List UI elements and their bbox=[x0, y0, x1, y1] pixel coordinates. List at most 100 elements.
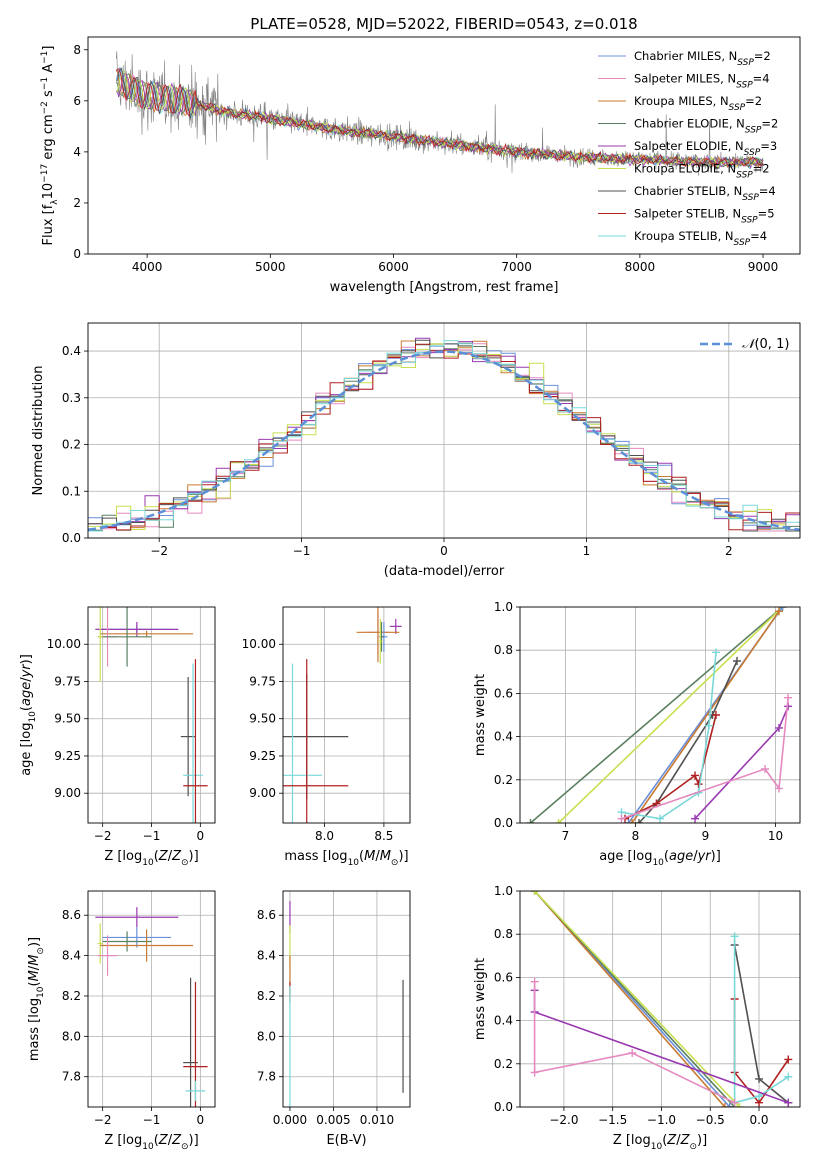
weight-marker-salpeter_miles bbox=[761, 765, 769, 773]
legend-entry-salpeter_miles: Salpeter MILES, NSSP=4 bbox=[634, 72, 770, 91]
label-part: 10 bbox=[651, 1142, 663, 1152]
x-tick-label: −1 bbox=[293, 544, 311, 558]
y-tick-label: 7.8 bbox=[257, 1070, 276, 1084]
label-part: s bbox=[41, 90, 56, 101]
y-tick-label: 6 bbox=[73, 94, 81, 108]
label-part: Kroupa MILES, N bbox=[634, 94, 729, 108]
label-part: =4 bbox=[750, 229, 767, 243]
axes-frame bbox=[519, 606, 801, 824]
mass_vs_Z-panel: −2 −1 07.88.08.28.48.6Z [log10(Z/Z⊙)]mass … bbox=[27, 890, 216, 1152]
label-part: M bbox=[380, 849, 391, 864]
spectrum-panel: 4000 5000 6000 7000 8000 9000 0 2 4 6 8 Chabrier MI… bbox=[40, 36, 801, 295]
label-part: )] bbox=[189, 1133, 199, 1148]
weight-marker-chabrier_elodie bbox=[526, 819, 535, 823]
label-part: age [log bbox=[599, 849, 652, 864]
gridlines bbox=[88, 607, 215, 823]
y-tick-label: 1.0 bbox=[494, 884, 513, 898]
label-part: 10 bbox=[348, 858, 360, 868]
x-axis-label: (data-model)/error bbox=[384, 564, 505, 579]
y-tick-label: 0.3 bbox=[62, 391, 81, 405]
weight-line-kroupa_elodie bbox=[557, 607, 784, 823]
y-tick-label: 8.4 bbox=[257, 949, 276, 963]
label-part: −2 bbox=[40, 101, 50, 114]
y-tick-label: 9.25 bbox=[249, 749, 276, 763]
x-tick-label: 0 bbox=[440, 544, 448, 558]
label-part: E(B-V) bbox=[326, 1133, 366, 1148]
axes-frame bbox=[87, 322, 801, 539]
weight-marker-kroupa_stelib bbox=[730, 932, 739, 941]
plot-area bbox=[289, 901, 404, 1107]
label-part: )] bbox=[697, 1133, 707, 1148]
label-part: ( bbox=[27, 981, 42, 986]
label-part: SSP bbox=[737, 58, 754, 68]
label-part: / bbox=[676, 1133, 681, 1148]
label-part: Z bbox=[158, 1133, 169, 1148]
y-tick-label: 9.50 bbox=[54, 712, 81, 726]
weight-line-chabrier_stelib bbox=[638, 660, 738, 823]
legend-entry-kroupa_elodie: Kroupa ELODIE, NSSP=2 bbox=[634, 162, 770, 181]
label-part: SSP bbox=[729, 103, 746, 113]
label-part: Z bbox=[171, 849, 182, 864]
y-tick-label: 0 bbox=[73, 247, 81, 261]
label-part: Z bbox=[171, 1133, 182, 1148]
x-axis-label: E(B-V) bbox=[326, 1133, 366, 1148]
weight-line-salpeter_miles bbox=[533, 981, 735, 1104]
weight-marker-chabrier_stelib bbox=[755, 1074, 764, 1083]
x-tick-label: 9 bbox=[702, 829, 710, 843]
plot-area bbox=[115, 51, 764, 176]
weight-marker-salpeter_miles bbox=[730, 1098, 739, 1107]
weight-marker-salpeter_miles bbox=[775, 784, 783, 793]
label-part: =3 bbox=[760, 139, 777, 153]
x-axis-label: Z [log10(Z/Z⊙)] bbox=[104, 1133, 198, 1152]
label-part: )] bbox=[27, 937, 42, 947]
label-part: =4 bbox=[753, 72, 770, 86]
x-tick-label: 0.0 bbox=[749, 1113, 768, 1127]
y-tick-label: 0.1 bbox=[62, 484, 81, 498]
label-part: =2 bbox=[761, 117, 778, 131]
label-part: ( bbox=[662, 1133, 667, 1148]
plot-area bbox=[95, 907, 208, 1107]
y-tick-label: 2 bbox=[73, 196, 81, 210]
weight-marker-kroupa_miles bbox=[628, 819, 636, 823]
x-tick-label: 7 bbox=[562, 829, 570, 843]
weight-marker-kroupa_stelib bbox=[705, 721, 713, 730]
weight-marker-salpeter_stelib bbox=[784, 1055, 793, 1064]
y-tick-label: 10.00 bbox=[47, 637, 81, 651]
weight-marker-kroupa_stelib bbox=[712, 648, 720, 657]
weight-marker-salpeter_miles bbox=[628, 1049, 637, 1057]
y-tick-label: 9.75 bbox=[54, 674, 81, 688]
label-part: age bbox=[669, 849, 693, 864]
weight-marker-kroupa_stelib bbox=[755, 1092, 764, 1101]
weight-marker-salpeter_elodie bbox=[691, 814, 699, 823]
legend-entry-chabrier_stelib: Chabrier STELIB, NSSP=4 bbox=[634, 184, 776, 203]
y-tick-label: 9.50 bbox=[249, 712, 276, 726]
y-tick-label: 8.6 bbox=[62, 908, 81, 922]
label-part: (data-model)/error bbox=[384, 564, 505, 579]
label-part: mass [log bbox=[284, 849, 347, 864]
x-axis-label: mass [log10(M/M⊙)] bbox=[284, 849, 408, 868]
axes-frame bbox=[282, 890, 411, 1108]
weight-marker-chabrier_miles bbox=[778, 607, 787, 611]
label-part: Z bbox=[666, 1133, 677, 1148]
label-part: / bbox=[27, 965, 42, 970]
weight-line-kroupa_stelib bbox=[733, 936, 789, 1104]
x-tick-label: 9000 bbox=[748, 260, 779, 274]
y-tick-label: 10.00 bbox=[242, 637, 276, 651]
y-tick-label: 0.4 bbox=[494, 1014, 513, 1028]
y-tick-label: 0.4 bbox=[494, 730, 513, 744]
y-tick-label: 8.0 bbox=[62, 1029, 81, 1043]
label-part: =4 bbox=[759, 184, 776, 198]
label-part: ⊙ bbox=[391, 858, 399, 868]
y-axis-label: Flux [fλ10−17 erg cm−2 s−1 A−1] bbox=[40, 46, 60, 246]
label-part: SSP bbox=[744, 148, 761, 158]
label-part: Salpeter MILES, N bbox=[634, 72, 736, 86]
y-tick-label: 0.8 bbox=[494, 927, 513, 941]
y-tick-label: 9.75 bbox=[249, 674, 276, 688]
x-tick-label: 8.5 bbox=[374, 829, 393, 843]
label-part: age bbox=[19, 682, 34, 706]
y-tick-label: 8.2 bbox=[62, 989, 81, 1003]
weight-marker-chabrier_stelib bbox=[733, 657, 741, 665]
label-part: SSP bbox=[741, 216, 758, 226]
